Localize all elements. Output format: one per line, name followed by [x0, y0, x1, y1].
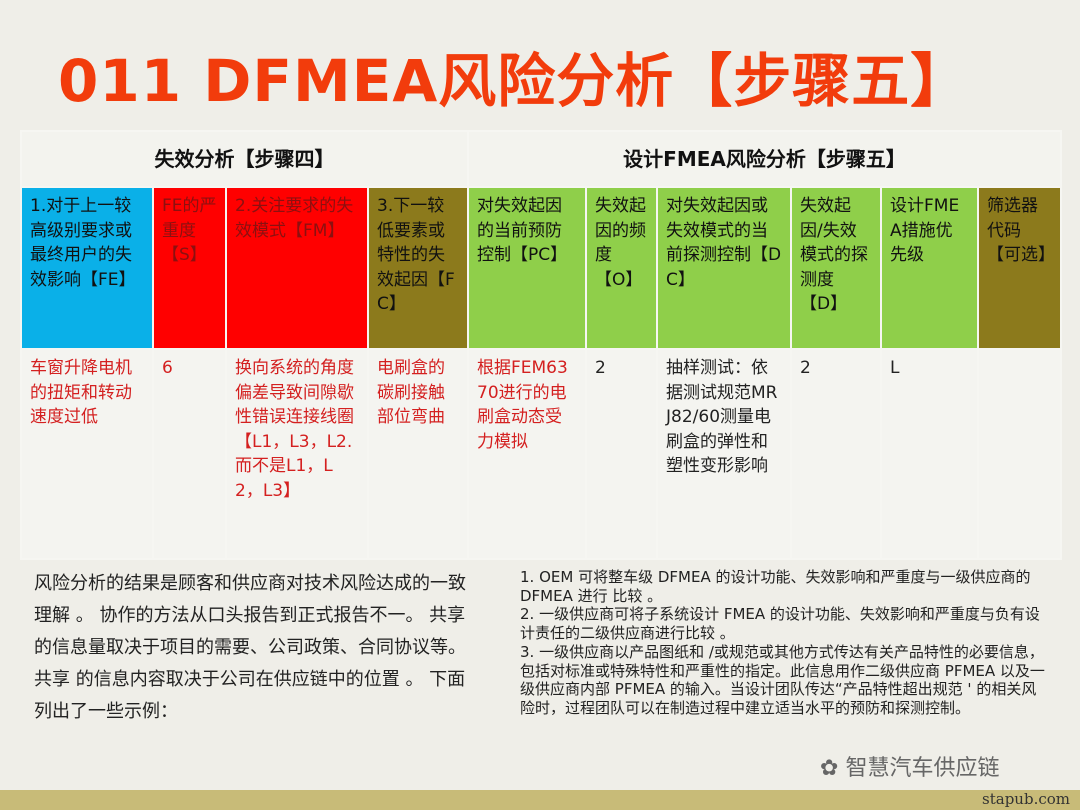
- cell-occurrence: 2: [585, 348, 658, 560]
- cell-dc: 抽样测试：依据测试规范MRJ82/60测量电刷盒的弹性和塑性变形影响: [656, 348, 792, 560]
- wechat-icon: ✿: [820, 756, 839, 781]
- column-header-filter-code: 筛选器代码【可选】: [976, 186, 1063, 350]
- cell-fe: 车窗升降电机的扭矩和转动速度过低: [20, 348, 154, 560]
- column-header-fc: 3.下一较低要素或特性的失效起因【FC】: [367, 186, 469, 350]
- footer-band: [0, 790, 1080, 810]
- cell-fm: 换向系统的角度偏差导致间隙歇性错误连接线圈【L1，L3，L2.而不是L1，L2，…: [225, 348, 369, 560]
- list-item: 2. 一级供应商可将子系统设计 FMEA 的设计功能、失效影响和严重度与负有设计…: [520, 605, 1040, 643]
- cell-pc: 根据FEM6370进行的电刷盒动态受力模拟: [467, 348, 587, 560]
- cell-severity: 6: [152, 348, 227, 560]
- column-header-dc: 对失效起因或失效模式的当前探测控制【DC】: [656, 186, 792, 350]
- example-list: 1. OEM 可将整车级 DFMEA 的设计功能、失效影响和严重度与一级供应商的…: [520, 568, 1045, 718]
- dfmea-table: 失效分析【步骤四】 设计FMEA风险分析【步骤五】 1.对于上一较高级别要求或最…: [20, 130, 1063, 560]
- slide-title: 011 DFMEA风险分析【步骤五】: [58, 47, 970, 115]
- column-header-action-priority: 设计FMEA措施优先级: [880, 186, 979, 350]
- cell-detection: 2: [790, 348, 882, 560]
- table-row: 车窗升降电机的扭矩和转动速度过低 6 换向系统的角度偏差导致间隙歇性错误连接线圈…: [20, 348, 1063, 560]
- column-header-fm: 2.关注要求的失效模式【FM】: [225, 186, 369, 350]
- column-header-detection: 失效起因/失效模式的探测度【D】: [790, 186, 882, 350]
- cell-fc: 电刷盒的碳刷接触部位弯曲: [367, 348, 469, 560]
- column-header-occurrence: 失效起因的频度【O】: [585, 186, 658, 350]
- list-item: 1. OEM 可将整车级 DFMEA 的设计功能、失效影响和严重度与一级供应商的…: [520, 568, 1031, 605]
- site-label: stapub.com: [982, 790, 1070, 808]
- column-header-severity: FE的严重度【S】: [152, 186, 227, 350]
- left-paragraph: 风险分析的结果是顾客和供应商对技术风险达成的一致理解 。 协作的方法从口头报告到…: [34, 573, 466, 722]
- list-item: 3. 一级供应商以产品图纸和 /或规范或其他方式传达有关产品特性的必要信息，包括…: [520, 642, 1045, 717]
- cell-filter-code: [976, 348, 1063, 560]
- watermark: ✿ 智慧汽车供应链: [820, 750, 999, 782]
- watermark-text: 智慧汽车供应链: [845, 756, 1000, 781]
- group-header-failure-analysis: 失效分析【步骤四】: [20, 130, 469, 188]
- group-header-risk-analysis: 设计FMEA风险分析【步骤五】: [466, 130, 1063, 188]
- column-header-fe: 1.对于上一较高级别要求或最终用户的失效影响【FE】: [20, 186, 154, 350]
- column-header-pc: 对失效起因的当前预防控制【PC】: [467, 186, 587, 350]
- cell-action-priority: L: [880, 348, 979, 560]
